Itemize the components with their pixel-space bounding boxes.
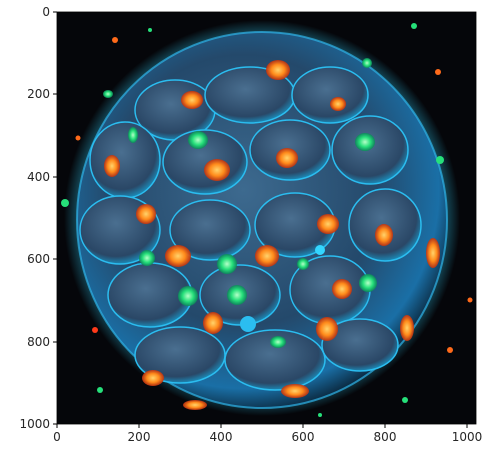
y-axis: 0 200 400 600 800 1000 xyxy=(19,5,57,431)
nucleus-orange xyxy=(183,400,207,410)
x-tick-label: 400 xyxy=(210,430,233,444)
particle xyxy=(61,199,69,207)
y-tick-label: 1000 xyxy=(19,417,50,431)
y-tick: 400 xyxy=(27,170,57,184)
y-tick: 200 xyxy=(27,87,57,101)
particles xyxy=(61,23,473,417)
nucleus-orange xyxy=(181,91,203,109)
particle xyxy=(318,413,322,417)
x-tick-label: 0 xyxy=(53,430,61,444)
image-area xyxy=(56,11,477,425)
x-tick: 800 xyxy=(374,424,397,444)
nucleus-green xyxy=(103,90,113,98)
cell xyxy=(331,115,409,185)
nucleus-orange xyxy=(104,155,120,177)
nucleus-green xyxy=(128,127,138,143)
nucleus-orange xyxy=(203,312,223,334)
nucleus-orange xyxy=(317,214,339,234)
x-tick-label: 600 xyxy=(292,430,315,444)
nucleus-orange xyxy=(255,245,279,267)
y-tick: 800 xyxy=(27,335,57,349)
particle xyxy=(402,397,408,403)
cell xyxy=(89,121,161,199)
nucleus-orange xyxy=(400,315,414,341)
y-tick-label: 200 xyxy=(27,87,50,101)
particle xyxy=(92,327,98,333)
x-tick: 600 xyxy=(292,424,315,444)
nucleus-orange xyxy=(332,279,352,299)
particle xyxy=(435,69,441,75)
nucleus-orange xyxy=(281,384,309,398)
nucleus-orange xyxy=(266,60,290,80)
nucleus-green xyxy=(227,285,247,305)
nucleus-orange xyxy=(142,370,164,386)
nucleus-orange xyxy=(136,204,156,224)
nucleus-orange xyxy=(276,148,298,168)
particle xyxy=(112,37,118,43)
plot-frame xyxy=(56,11,477,425)
nucleus-green xyxy=(297,258,309,270)
y-tick-label: 800 xyxy=(27,335,50,349)
cell xyxy=(291,66,369,124)
particle xyxy=(75,135,81,141)
cell xyxy=(321,318,399,372)
nucleus-green xyxy=(188,131,208,149)
x-tick-label: 200 xyxy=(128,430,151,444)
x-tick: 0 xyxy=(53,424,61,444)
particle xyxy=(411,23,417,29)
nucleus-green xyxy=(178,286,198,306)
nucleus-orange xyxy=(204,159,230,181)
nucleus-orange xyxy=(426,238,440,268)
nucleus-green xyxy=(362,58,372,68)
y-tick: 0 xyxy=(42,5,57,19)
nucleus-green xyxy=(139,250,155,266)
particle xyxy=(148,28,152,32)
particle xyxy=(97,387,103,393)
x-tick-label: 800 xyxy=(374,430,397,444)
nucleus-green xyxy=(315,245,325,255)
cell xyxy=(224,329,326,391)
y-tick: 600 xyxy=(27,252,57,266)
y-tick-label: 600 xyxy=(27,252,50,266)
nucleus-orange xyxy=(316,317,338,341)
x-axis: 0 200 400 600 800 1000 xyxy=(53,424,482,444)
x-tick: 1000 xyxy=(452,424,483,444)
nucleus-green xyxy=(359,274,377,292)
cell xyxy=(162,129,248,195)
particle xyxy=(467,297,473,303)
cell xyxy=(169,199,251,261)
nucleus-green xyxy=(240,316,256,332)
x-tick: 200 xyxy=(128,424,151,444)
x-tick-label: 1000 xyxy=(452,430,483,444)
y-tick: 1000 xyxy=(19,417,57,431)
nuclei xyxy=(103,58,440,410)
y-tick-label: 400 xyxy=(27,170,50,184)
nucleus-green xyxy=(270,336,286,348)
nucleus-orange xyxy=(165,245,191,267)
x-tick: 400 xyxy=(210,424,233,444)
nucleus-orange xyxy=(330,97,346,111)
nucleus-green xyxy=(355,133,375,151)
nucleus-orange xyxy=(375,224,393,246)
y-tick-label: 0 xyxy=(42,5,50,19)
particle xyxy=(436,156,444,164)
particle xyxy=(447,347,453,353)
nucleus-green xyxy=(217,254,237,274)
